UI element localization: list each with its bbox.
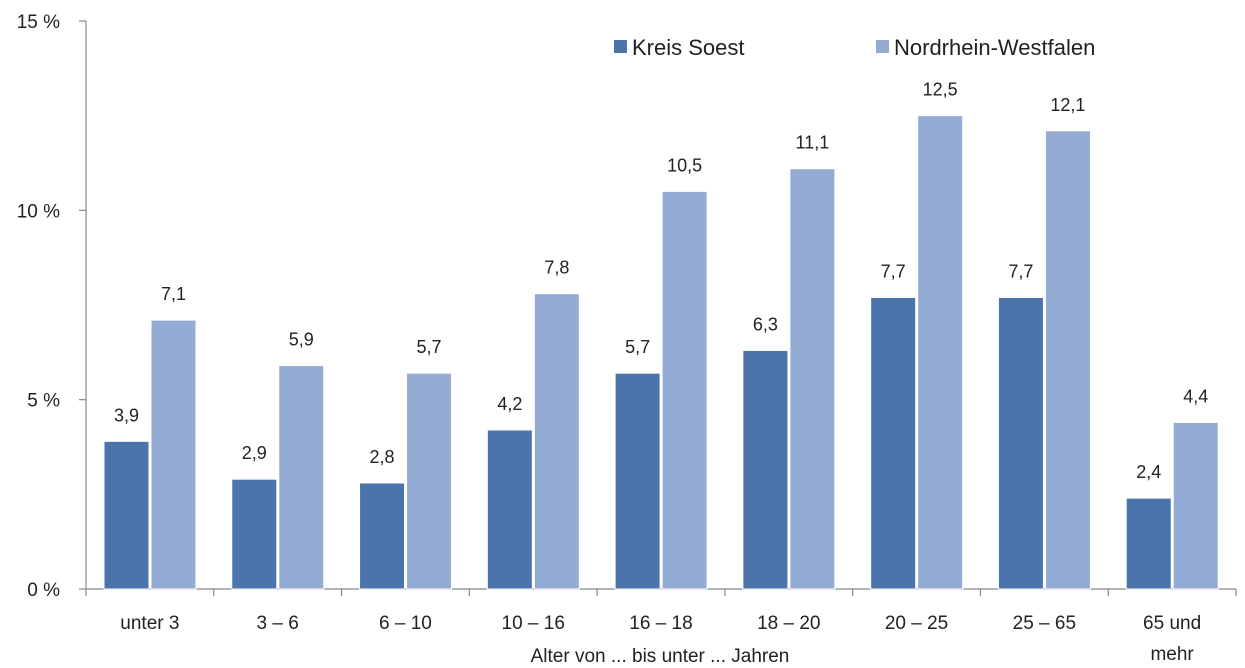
data-label: 5,9 (289, 330, 314, 350)
data-label: 3,9 (114, 405, 139, 425)
x-tick-label: unter 3 (120, 613, 179, 634)
x-tick-label: 6 – 10 (379, 613, 432, 634)
data-label: 7,1 (161, 284, 186, 304)
bar-nrw (150, 319, 197, 590)
bar-nrw (1172, 421, 1219, 590)
data-label: 5,7 (417, 337, 442, 357)
data-label: 2,4 (1136, 462, 1161, 482)
legend-swatch (876, 40, 889, 53)
x-tick-label: 25 – 65 (1013, 613, 1076, 634)
bar-nrw (1044, 130, 1091, 590)
bar-kreis-soest (486, 429, 533, 590)
chart-bars (103, 115, 1219, 590)
bar-kreis-soest (614, 372, 661, 590)
data-label: 2,9 (242, 443, 267, 463)
bar-kreis-soest (359, 482, 406, 590)
y-tick-label: 5 % (27, 391, 60, 412)
bar-kreis-soest (1125, 497, 1172, 590)
data-label: 7,7 (1008, 261, 1033, 281)
x-tick-label: 65 und mehr (1143, 613, 1201, 665)
data-label: 4,4 (1183, 386, 1208, 406)
data-label: 2,8 (370, 447, 395, 467)
data-label: 11,1 (796, 133, 830, 153)
data-label: 10,5 (667, 155, 702, 175)
legend-swatch (614, 40, 627, 53)
y-tick-label: 10 % (17, 201, 60, 222)
data-label: 7,8 (544, 258, 569, 278)
bar-kreis-soest (742, 349, 789, 590)
data-label: 4,2 (497, 394, 522, 414)
x-axis-title: Alter von ... bis unter ... Jahren (531, 646, 790, 667)
bar-nrw (661, 190, 708, 590)
x-tick-label: 3 – 6 (257, 613, 299, 634)
bar-nrw (406, 372, 453, 590)
x-tick-label: 18 – 20 (757, 613, 820, 634)
data-label: 12,5 (923, 80, 958, 100)
data-label: 7,7 (881, 261, 906, 281)
bar-nrw (789, 168, 836, 590)
data-label: 5,7 (625, 337, 650, 357)
x-tick-label: 10 – 16 (502, 613, 565, 634)
x-tick-label: 16 – 18 (629, 613, 692, 634)
bar-kreis-soest (103, 440, 150, 590)
legend-label: Nordrhein-Westfalen (894, 35, 1095, 60)
chart-legend: Kreis Soest Nordrhein-Westfalen (614, 35, 1095, 60)
legend-label: Kreis Soest (632, 35, 745, 60)
y-tick-label: 0 % (27, 580, 60, 601)
bar-kreis-soest (870, 296, 917, 590)
x-tick-label: 20 – 25 (885, 613, 948, 634)
bar-nrw (533, 293, 580, 590)
data-label: 6,3 (753, 314, 778, 334)
y-tick-label: 15 % (17, 12, 60, 33)
bar-kreis-soest (997, 296, 1044, 590)
data-label: 12,1 (1050, 95, 1085, 115)
chart-axes: 0 % 5 % 10 % 15 % unter 3 3 – 6 6 – 10 10 – 16 1… (17, 12, 1237, 665)
bar-kreis-soest (231, 478, 278, 590)
chart-data-labels: 3,9 2,9 2,8 4,2 5,7 6,3 7,7 7,7 2,4 7,1 5,9 5,7 7,8 1… (114, 80, 1208, 482)
bar-nrw (278, 365, 325, 590)
bar-nrw (917, 115, 964, 590)
